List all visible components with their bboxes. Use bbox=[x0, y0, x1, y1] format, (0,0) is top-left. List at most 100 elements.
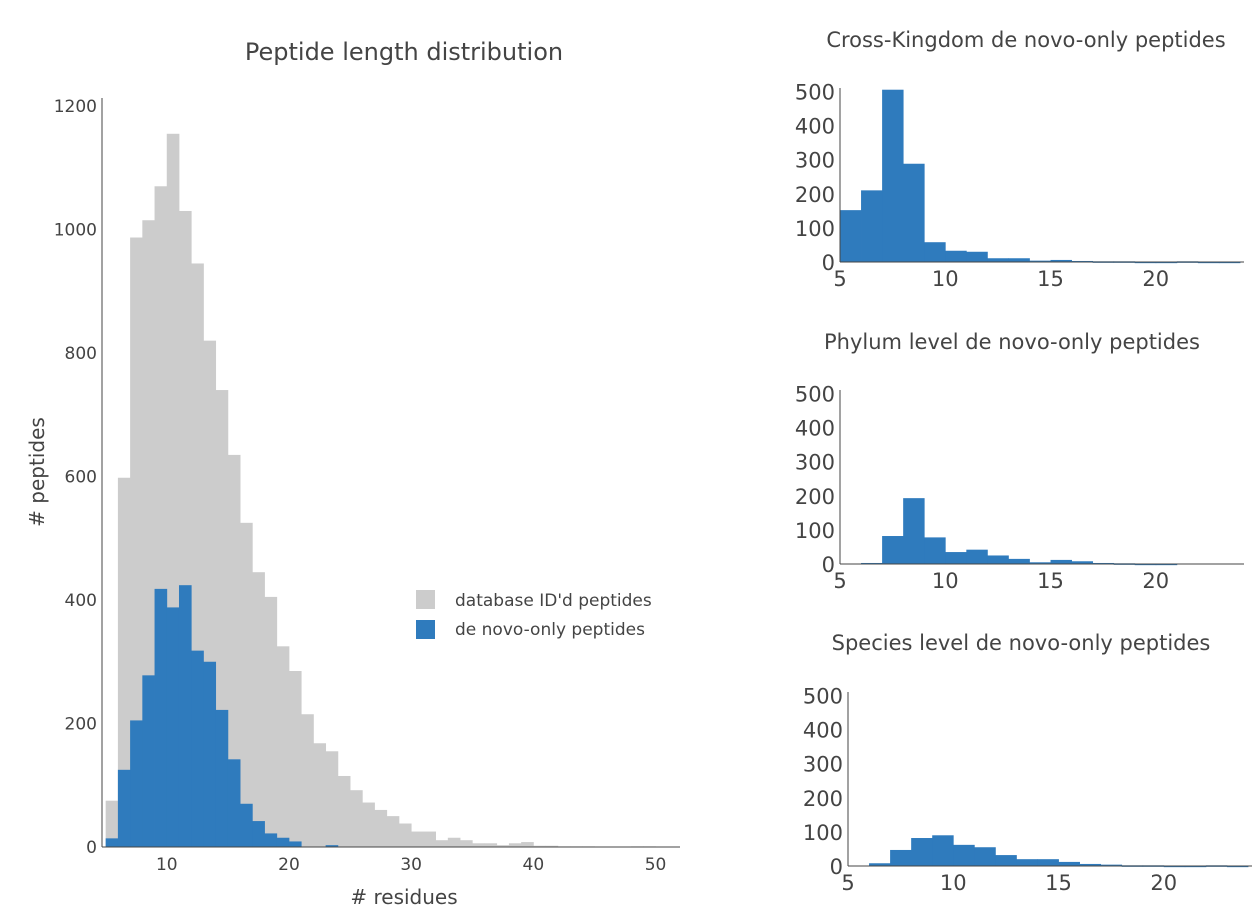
subplot-cross-kingdom-y-tick-label: 400 bbox=[795, 115, 835, 139]
subplot-phylum-y-tick-label: 500 bbox=[795, 382, 835, 406]
bar-denovo-13 bbox=[203, 661, 217, 847]
bar-denovo-6 bbox=[117, 769, 131, 847]
bar-database-19 bbox=[276, 646, 290, 847]
legend-label-database: database ID'd peptides bbox=[455, 591, 652, 611]
bar-database-7 bbox=[130, 237, 143, 847]
main-y-tick-label: 600 bbox=[65, 468, 97, 488]
bar-database-22 bbox=[313, 743, 327, 847]
subplot-species-x-tick-label: 20 bbox=[1150, 871, 1177, 895]
bar-species-7 bbox=[890, 849, 912, 866]
bar-database-24 bbox=[337, 775, 351, 847]
subplot-cross-kingdom-title: Cross-Kingdom de novo-only peptides bbox=[826, 28, 1225, 52]
bar-database-5 bbox=[105, 800, 119, 847]
bar-phylum-13 bbox=[1008, 558, 1030, 564]
bar-cross-kingdom-14 bbox=[1029, 260, 1051, 263]
bar-species-17 bbox=[1100, 864, 1123, 867]
subplot-cross-kingdom: Cross-Kingdom de novo-only peptides 0 100… bbox=[795, 28, 1244, 291]
subplot-species-y-tick-label: 300 bbox=[803, 753, 843, 777]
bar-denovo-16 bbox=[240, 803, 253, 847]
bar-database-28 bbox=[386, 816, 400, 848]
bar-denovo-5 bbox=[105, 838, 119, 847]
bar-database-21 bbox=[301, 714, 314, 847]
subplot-cross-kingdom-y-tick-label: 300 bbox=[795, 149, 835, 173]
bar-cross-kingdom-7 bbox=[882, 89, 904, 263]
bar-phylum-10 bbox=[945, 552, 967, 564]
bar-database-30 bbox=[411, 831, 424, 847]
subplot-cross-kingdom-x-tick-label: 15 bbox=[1037, 267, 1064, 291]
bar-species-9 bbox=[932, 835, 954, 866]
bar-denovo-19 bbox=[276, 837, 290, 847]
subplot-species-x-tick-label: 5 bbox=[841, 871, 854, 895]
subplot-species-x-tick-label: 10 bbox=[940, 871, 967, 895]
subplot-species-x-tick-label: 15 bbox=[1045, 871, 1072, 895]
bar-database-33 bbox=[447, 837, 461, 847]
bar-database-25 bbox=[350, 790, 363, 847]
bar-denovo-11 bbox=[178, 585, 192, 847]
bar-denovo-14 bbox=[215, 709, 229, 847]
subplot-phylum-title: Phylum level de novo-only peptides bbox=[824, 330, 1200, 354]
bar-database-6 bbox=[117, 477, 131, 847]
subplot-species-y-tick-label: 0 bbox=[830, 855, 843, 879]
main-x-tick-label: 40 bbox=[523, 855, 545, 875]
bar-species-11 bbox=[974, 847, 996, 866]
legend-swatch-denovo bbox=[416, 620, 435, 639]
bar-cross-kingdom-13 bbox=[1008, 258, 1030, 262]
main-x-tick-label: 10 bbox=[156, 855, 178, 875]
bar-species-6 bbox=[869, 863, 891, 866]
main-y-tick-label: 1200 bbox=[54, 97, 97, 117]
bar-species-13 bbox=[1016, 859, 1038, 866]
bar-cross-kingdom-11 bbox=[966, 251, 988, 262]
bar-species-12 bbox=[995, 855, 1017, 866]
main-x-tick-label: 20 bbox=[278, 855, 300, 875]
bar-cross-kingdom-12 bbox=[987, 258, 1009, 262]
bar-database-23 bbox=[325, 751, 339, 847]
main-y-tick-label: 0 bbox=[86, 838, 97, 858]
subplot-cross-kingdom-x-tick-label: 5 bbox=[833, 267, 846, 291]
legend-label-denovo: de novo-only peptides bbox=[455, 620, 645, 640]
bar-database-31 bbox=[423, 831, 436, 847]
bar-cross-kingdom-9 bbox=[924, 242, 946, 262]
legend: database ID'd peptides de novo-only pept… bbox=[416, 590, 652, 640]
subplot-phylum-y-tick-label: 100 bbox=[795, 519, 835, 543]
bar-database-26 bbox=[362, 802, 375, 847]
bar-denovo-8 bbox=[142, 675, 155, 847]
bar-database-39 bbox=[521, 842, 534, 847]
subplot-phylum-y-tick-label: 400 bbox=[795, 417, 835, 441]
subplot-species-y-tick-label: 100 bbox=[803, 821, 843, 845]
bar-denovo-23 bbox=[325, 845, 339, 847]
subplot-phylum-x-tick-label: 5 bbox=[833, 569, 846, 593]
bar-phylum-8 bbox=[903, 498, 925, 564]
main-y-tick-label: 400 bbox=[65, 591, 97, 611]
bar-database-40 bbox=[533, 845, 546, 847]
bar-database-27 bbox=[374, 809, 388, 847]
bar-phylum-16 bbox=[1071, 561, 1094, 564]
bar-denovo-9 bbox=[154, 588, 168, 847]
subplot-cross-kingdom-y-tick-label: 100 bbox=[795, 217, 835, 241]
bar-cross-kingdom-6 bbox=[861, 190, 883, 262]
subplot-species-title: Species level de novo-only peptides bbox=[832, 631, 1211, 655]
bar-database-35 bbox=[472, 843, 485, 847]
bar-database-34 bbox=[460, 840, 473, 847]
subplot-cross-kingdom-x-tick-label: 20 bbox=[1142, 267, 1169, 291]
bar-denovo-7 bbox=[130, 720, 143, 847]
main-y-ticks: 0 200 400 600 800 1000 1200 bbox=[54, 97, 97, 858]
bar-denovo-12 bbox=[191, 650, 204, 847]
bar-cross-kingdom-8 bbox=[903, 163, 925, 262]
subplot-phylum-x-tick-label: 15 bbox=[1037, 569, 1064, 593]
bar-denovo-18 bbox=[264, 833, 278, 847]
subplot-species: Species level de novo-only peptides 0 100… bbox=[803, 631, 1252, 895]
bar-database-36 bbox=[484, 843, 498, 847]
bar-denovo-15 bbox=[227, 759, 241, 847]
bar-database-18 bbox=[264, 596, 278, 847]
bar-cross-kingdom-5 bbox=[840, 210, 862, 262]
main-chart-title: Peptide length distribution bbox=[245, 38, 563, 66]
main-bars-denovo bbox=[105, 585, 339, 847]
subplot-cross-kingdom-x-tick-label: 10 bbox=[932, 267, 959, 291]
main-y-tick-label: 200 bbox=[65, 715, 97, 735]
bar-phylum-11 bbox=[966, 549, 988, 564]
bar-phylum-14 bbox=[1029, 562, 1051, 564]
bar-phylum-7 bbox=[882, 536, 904, 564]
bar-phylum-15 bbox=[1050, 559, 1072, 564]
subplot-species-y-tick-label: 400 bbox=[803, 719, 843, 743]
